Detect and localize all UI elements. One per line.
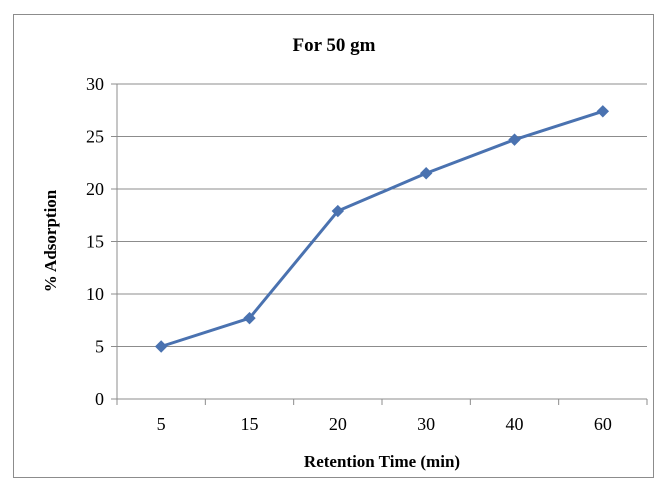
x-tick-label-5: 5 (157, 414, 166, 434)
data-point-60 (596, 105, 610, 118)
chart-title: For 50 gm (292, 35, 375, 56)
x-tick-label-15: 15 (241, 414, 259, 434)
data-point-30 (419, 167, 433, 180)
x-tick-labels: 5 15 20 30 40 60 (157, 414, 612, 434)
y-tick-label-25: 25 (86, 127, 104, 147)
series-layer (154, 105, 610, 353)
y-tick-label-10: 10 (86, 284, 104, 304)
y-tick-label-0: 0 (95, 389, 104, 409)
series-line-0 (160, 109, 604, 348)
x-axis-label: Retention Time (min) (304, 452, 460, 471)
gridlines (117, 83, 647, 347)
data-point-20 (331, 204, 345, 218)
y-tick-labels: 0 5 10 15 20 25 30 (86, 74, 104, 409)
chart-frame (13, 14, 654, 478)
y-tick-label-30: 30 (86, 74, 104, 94)
y-tick-label-5: 5 (95, 337, 104, 357)
axes (111, 83, 648, 405)
data-point-15 (243, 311, 256, 325)
y-tick-label-15: 15 (86, 232, 104, 252)
y-tick-label-20: 20 (86, 179, 104, 199)
x-tick-label-20: 20 (329, 414, 347, 434)
x-tick-label-30: 30 (417, 414, 435, 434)
x-tick-label-60: 60 (594, 414, 612, 434)
data-point-5 (154, 340, 168, 353)
data-point-40 (508, 133, 521, 146)
y-axis-label: % Adsorption (41, 189, 60, 292)
x-tick-label-40: 40 (506, 414, 524, 434)
